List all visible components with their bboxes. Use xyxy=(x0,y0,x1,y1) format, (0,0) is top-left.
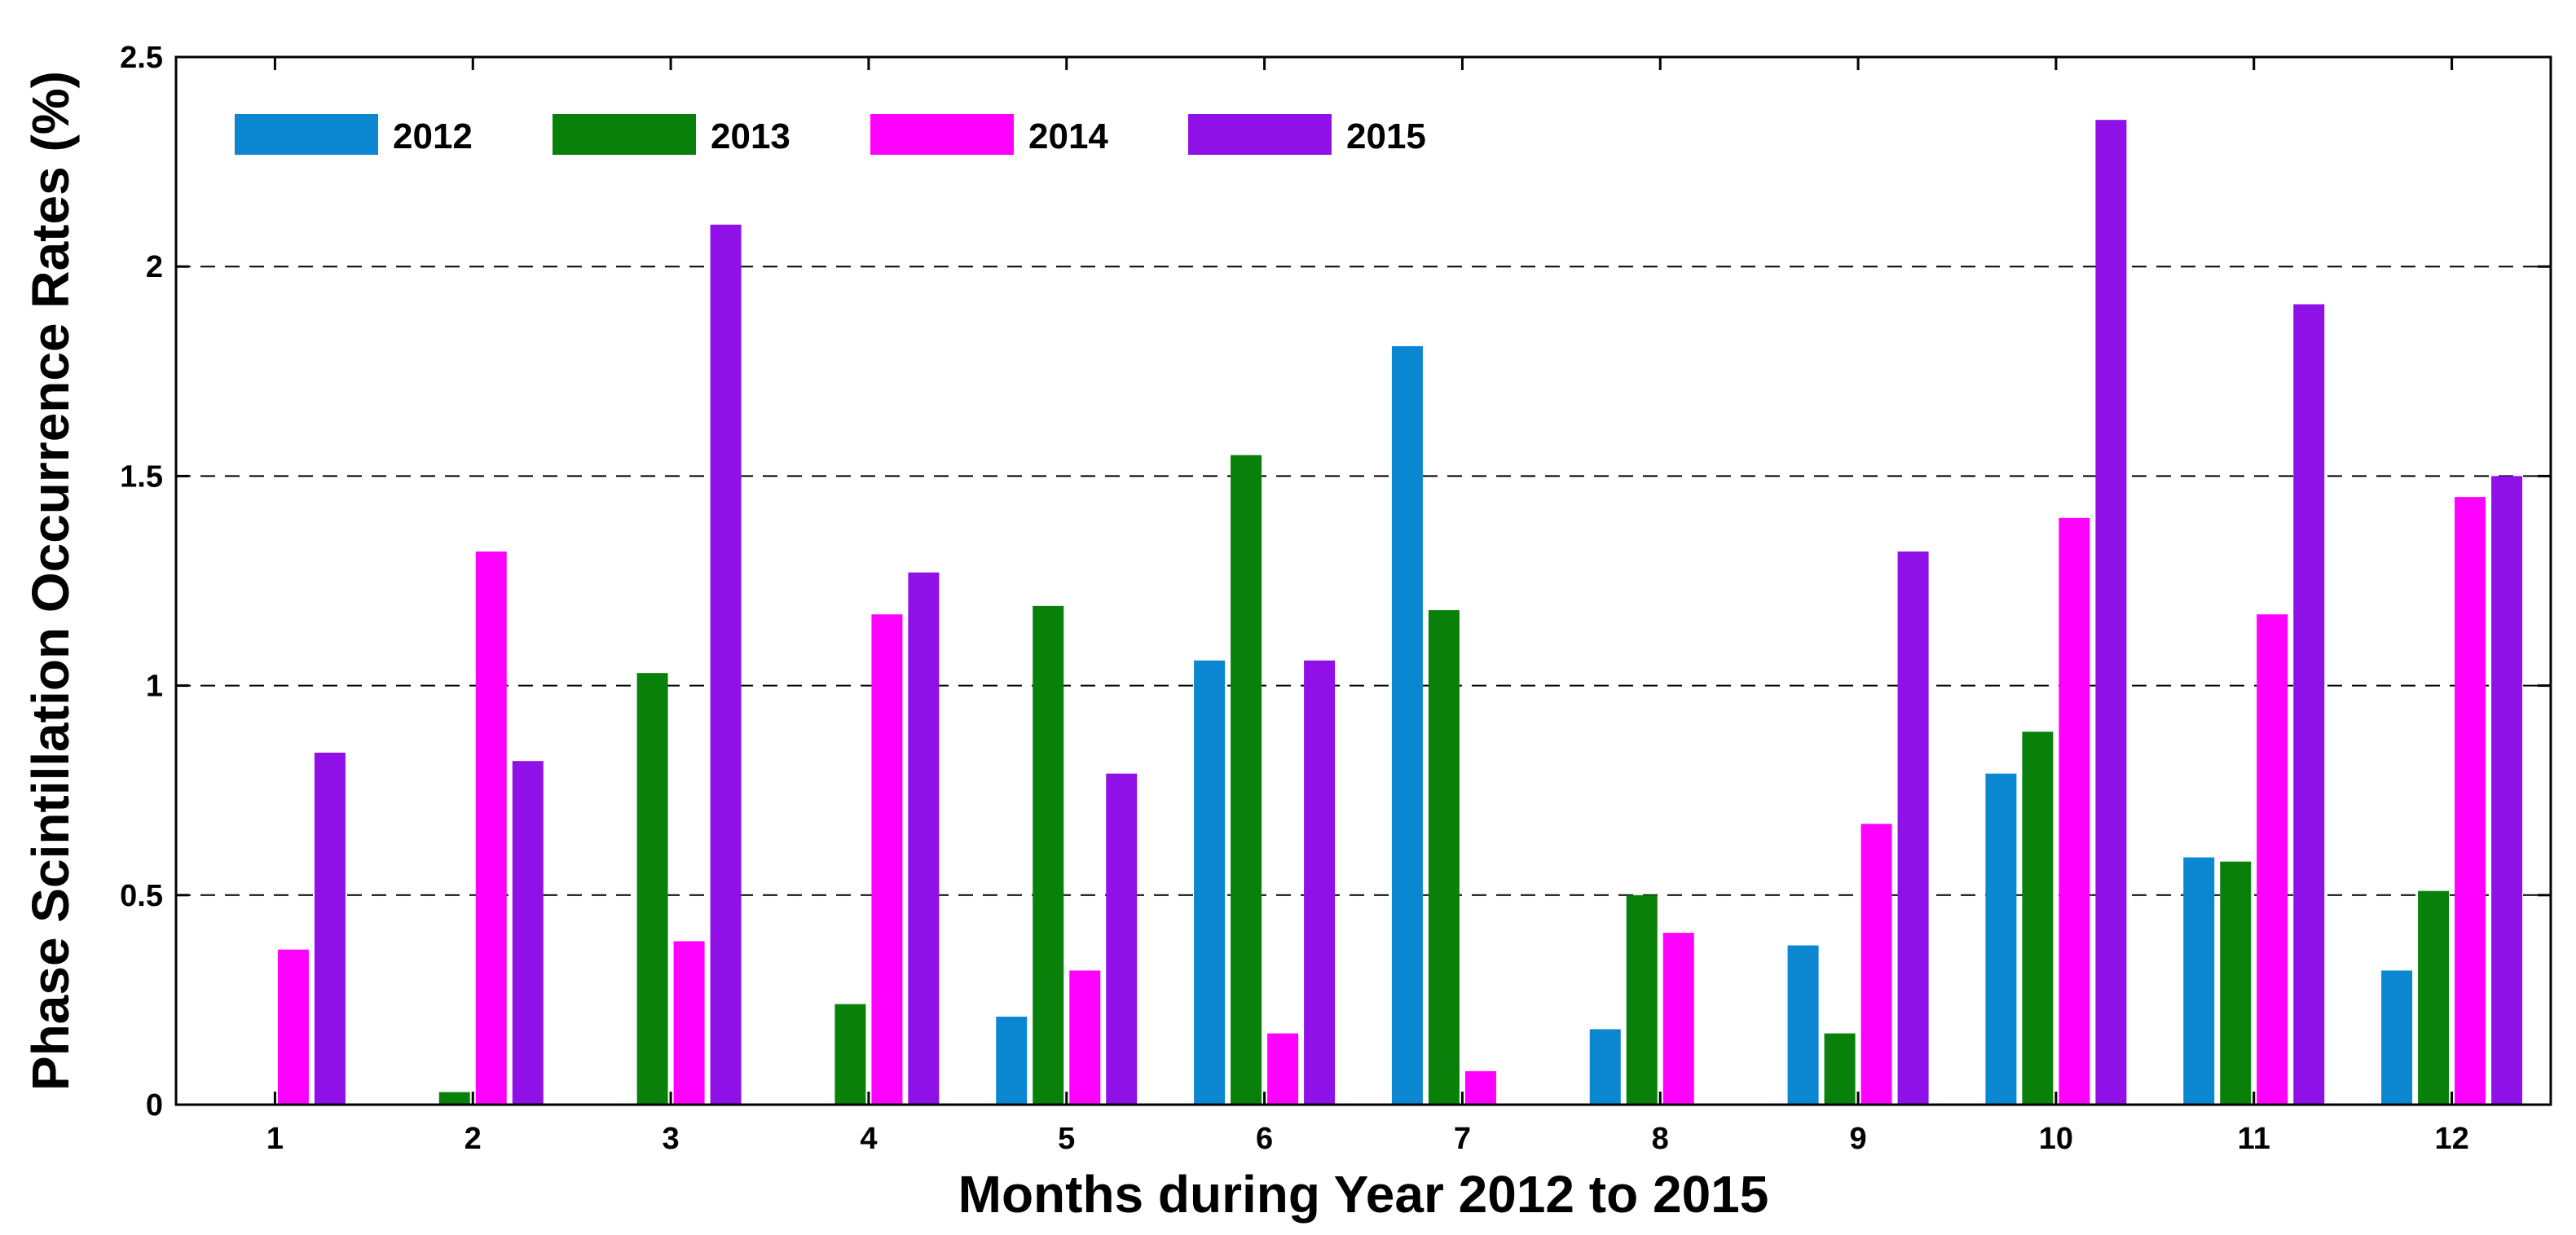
x-tick-label: 6 xyxy=(1256,1122,1273,1156)
x-tick-label: 2 xyxy=(465,1122,482,1156)
grid xyxy=(176,266,2551,896)
y-tick-label: 2 xyxy=(146,250,163,284)
bar-2013-month-3 xyxy=(636,673,668,1105)
bar-2015-month-12 xyxy=(2491,476,2523,1105)
bar-2014-month-9 xyxy=(1860,824,1892,1105)
x-tick-label: 7 xyxy=(1454,1122,1471,1156)
bar-2015-month-5 xyxy=(1106,773,1138,1105)
bar-2013-month-9 xyxy=(1824,1033,1856,1105)
bar-2015-month-6 xyxy=(1304,660,1336,1105)
bar-2012-month-7 xyxy=(1391,345,1423,1105)
x-tick-label: 12 xyxy=(2434,1122,2468,1156)
x-tick-label: 10 xyxy=(2039,1122,2073,1156)
legend-label-2015: 2015 xyxy=(1346,116,1426,156)
bar-2014-month-1 xyxy=(277,949,309,1105)
bar-2014-month-5 xyxy=(1069,970,1101,1105)
bar-2012-month-6 xyxy=(1194,660,1226,1105)
bar-2015-month-1 xyxy=(314,752,346,1105)
legend-swatch-2012 xyxy=(235,114,378,155)
bar-2013-month-11 xyxy=(2220,861,2252,1105)
bar-2013-month-5 xyxy=(1033,605,1064,1105)
legend: 2012 2013 2014 2015 xyxy=(235,114,1426,156)
x-tick-label: 5 xyxy=(1058,1122,1075,1156)
y-tick-label: 1 xyxy=(146,670,163,704)
x-tick-label: 1 xyxy=(266,1122,284,1156)
legend-swatch-2013 xyxy=(553,114,696,155)
plot-frame xyxy=(174,55,2552,1106)
bar-2015-month-9 xyxy=(1897,551,1929,1105)
legend-swatch-2015 xyxy=(1188,114,1332,155)
x-tick-label: 4 xyxy=(860,1122,877,1156)
bar-2013-month-10 xyxy=(2022,732,2054,1105)
bar-2012-month-8 xyxy=(1589,1029,1621,1105)
bar-2012-month-5 xyxy=(996,1016,1028,1105)
y-tick-label: 1.5 xyxy=(120,459,163,494)
y-tick-label: 2.5 xyxy=(120,41,163,75)
legend-label-2012: 2012 xyxy=(393,116,473,156)
bar-2013-month-4 xyxy=(834,1004,866,1105)
bar-2012-month-11 xyxy=(2183,857,2215,1105)
x-tick-label: 9 xyxy=(1850,1122,1867,1156)
y-axis-label: Phase Scintillation Occurrence Rates (%) xyxy=(21,71,80,1091)
bar-2012-month-9 xyxy=(1787,945,1819,1105)
bar-2015-month-10 xyxy=(2095,120,2127,1105)
x-tick-label: 3 xyxy=(663,1122,680,1156)
bar-2013-month-12 xyxy=(2418,890,2450,1105)
bar-2012-month-12 xyxy=(2381,970,2413,1105)
bar-2014-month-2 xyxy=(475,551,507,1105)
bar-2014-month-6 xyxy=(1267,1033,1299,1105)
bar-2015-month-2 xyxy=(512,761,544,1105)
x-tick-label: 8 xyxy=(1652,1122,1669,1156)
bar-2014-month-10 xyxy=(2059,517,2090,1105)
bar-2014-month-4 xyxy=(871,614,903,1105)
y-tick-label: 0 xyxy=(146,1088,163,1123)
ticks: 00.511.522.51 2 3 4 5 6 7 8 9 10 11 12 xyxy=(120,41,2551,1156)
bar-2014-month-7 xyxy=(1464,1070,1496,1105)
x-tick-label: 11 xyxy=(2238,1122,2270,1156)
legend-label-2013: 2013 xyxy=(711,116,790,156)
bar-2014-month-8 xyxy=(1662,933,1694,1105)
bar-2013-month-2 xyxy=(438,1092,470,1105)
bar-2013-month-7 xyxy=(1428,610,1460,1105)
bars xyxy=(277,120,2523,1105)
bar-2014-month-11 xyxy=(2257,614,2288,1105)
legend-label-2014: 2014 xyxy=(1028,116,1108,156)
bar-2014-month-3 xyxy=(673,941,705,1105)
bar-2013-month-8 xyxy=(1626,894,1658,1105)
bar-2012-month-10 xyxy=(1985,773,2017,1105)
bar-2014-month-12 xyxy=(2455,497,2486,1105)
bar-2013-month-6 xyxy=(1231,455,1262,1105)
y-tick-label: 0.5 xyxy=(120,879,163,913)
x-axis-label: Months during Year 2012 to 2015 xyxy=(958,1165,1769,1224)
bar-2015-month-11 xyxy=(2293,304,2325,1105)
bar-2015-month-4 xyxy=(908,572,940,1105)
bar-2015-month-3 xyxy=(710,224,742,1105)
legend-swatch-2014 xyxy=(870,114,1014,155)
